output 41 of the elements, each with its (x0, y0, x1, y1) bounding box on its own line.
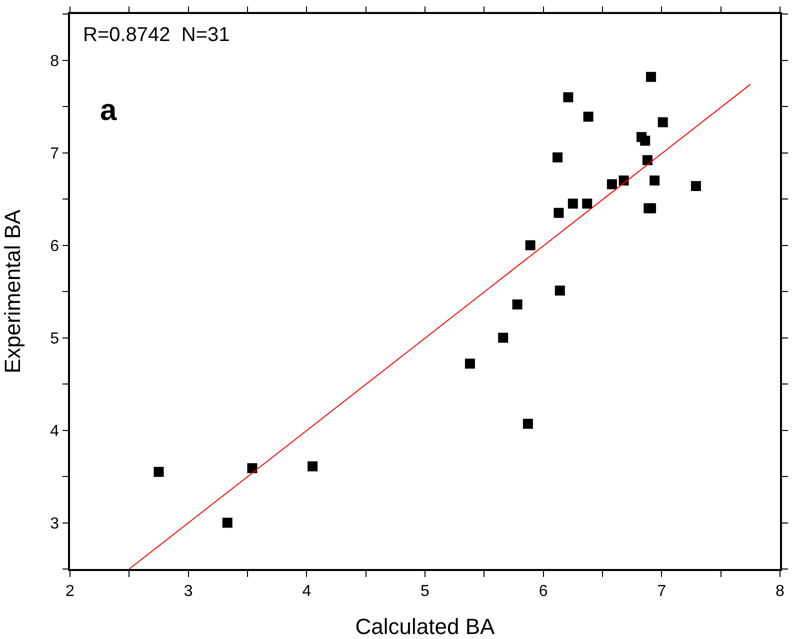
x-tick-label: 4 (302, 582, 312, 600)
point (554, 286, 565, 296)
point (582, 198, 592, 209)
x-tick-label: 3 (184, 582, 193, 600)
point (583, 112, 594, 122)
y-tick-label: 4 (50, 422, 60, 440)
point (247, 463, 258, 474)
point (650, 176, 660, 186)
x-tick-label: 7 (657, 582, 666, 600)
point (646, 203, 656, 214)
x-tick-label: 2 (66, 582, 75, 600)
point (154, 466, 164, 477)
x-tick-label: 5 (420, 582, 430, 600)
point (308, 461, 318, 472)
point (222, 518, 232, 528)
point (512, 299, 522, 310)
y-axis-title: Experimental BA (0, 209, 25, 374)
x-tick-label: 6 (538, 582, 548, 600)
point (525, 240, 536, 250)
y-tick-label: 8 (50, 52, 60, 70)
point (464, 358, 475, 369)
point (606, 179, 617, 190)
point (498, 332, 508, 343)
x-axis-title: Calculated BA (355, 614, 496, 639)
point (552, 152, 563, 162)
point (554, 208, 564, 218)
point (658, 117, 668, 128)
annotation: R=0.8742 N=31 (83, 24, 230, 46)
point (690, 181, 701, 192)
annotation: a (100, 94, 117, 127)
y-tick-label: 3 (50, 515, 60, 532)
y-tick-label: 7 (50, 145, 60, 162)
point (568, 198, 578, 209)
point (522, 418, 533, 429)
y-tick-label: 5 (50, 330, 60, 348)
point (646, 72, 656, 82)
point (563, 92, 574, 102)
x-tick-label: 8 (776, 582, 785, 600)
point (642, 155, 652, 166)
point (640, 136, 650, 146)
y-tick-label: 6 (50, 238, 60, 255)
